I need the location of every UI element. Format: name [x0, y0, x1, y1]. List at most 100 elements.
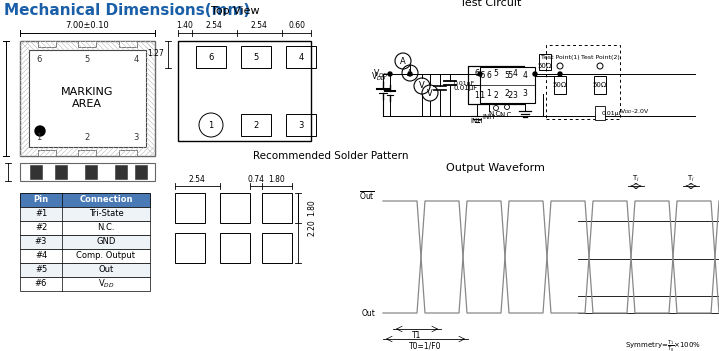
Bar [468, 66, 524, 104]
Text: #5: #5 [35, 265, 47, 274]
Text: 50Ω: 50Ω [553, 82, 567, 88]
Bar [20, 277, 150, 291]
Bar [119, 150, 137, 156]
Text: #2: #2 [35, 224, 47, 232]
Text: V: V [419, 81, 425, 91]
Text: #1: #1 [35, 210, 47, 219]
Text: 2: 2 [84, 133, 90, 143]
Text: 0.60: 0.60 [288, 21, 306, 31]
Text: 6: 6 [480, 72, 485, 80]
Bar [20, 207, 150, 221]
Text: #4: #4 [35, 252, 47, 260]
Bar [241, 46, 271, 68]
Text: T0=1/F0: T0=1/F0 [408, 342, 441, 351]
Text: V$_{DD}$: V$_{DD}$ [371, 71, 386, 83]
Text: MARKING: MARKING [60, 87, 114, 97]
Text: 6: 6 [487, 72, 492, 80]
Bar [220, 193, 250, 223]
Bar [135, 165, 147, 179]
Text: 1.27: 1.27 [147, 49, 165, 59]
Circle shape [388, 72, 392, 76]
Text: A: A [400, 57, 406, 66]
Text: V$_{DD}$-2.0V: V$_{DD}$-2.0V [620, 107, 650, 117]
Text: 0.01μF: 0.01μF [454, 80, 475, 86]
Bar [468, 66, 524, 104]
Circle shape [408, 72, 412, 76]
Text: 3: 3 [513, 92, 518, 100]
Text: 0.01μF: 0.01μF [601, 111, 623, 115]
Text: 3: 3 [523, 90, 528, 99]
Bar [85, 165, 97, 179]
Bar [594, 76, 606, 94]
Circle shape [533, 72, 537, 76]
Text: 0.01μF: 0.01μF [454, 85, 478, 91]
Circle shape [478, 72, 482, 76]
Bar [286, 114, 316, 136]
Text: Recommended Solder Pattern: Recommended Solder Pattern [253, 151, 408, 161]
Text: Out: Out [99, 265, 114, 274]
Text: 5: 5 [493, 69, 498, 79]
Text: 1.80MAX: 1.80MAX [0, 157, 1, 188]
Text: 1: 1 [480, 91, 485, 99]
Text: 2: 2 [253, 120, 259, 130]
Bar [546, 45, 620, 119]
Text: Test Circuit: Test Circuit [460, 0, 521, 8]
Text: 1.80: 1.80 [308, 200, 316, 216]
Text: INH: INH [482, 114, 495, 120]
Text: N.C.: N.C. [97, 224, 115, 232]
Text: 3: 3 [298, 120, 303, 130]
Bar [78, 150, 96, 156]
Bar [480, 67, 535, 103]
Text: 2: 2 [494, 92, 498, 100]
Text: 2.54: 2.54 [188, 174, 206, 184]
Text: 4: 4 [298, 53, 303, 61]
Text: 2.54: 2.54 [250, 21, 267, 31]
Text: Out: Out [361, 309, 375, 318]
Text: 1: 1 [475, 92, 480, 100]
Text: 4: 4 [523, 72, 528, 80]
Bar [20, 235, 150, 249]
Text: 5: 5 [508, 72, 513, 80]
Text: 1: 1 [209, 120, 214, 130]
Text: Output Waveform: Output Waveform [446, 163, 544, 173]
Text: Tri-State: Tri-State [88, 210, 124, 219]
Bar [262, 233, 292, 263]
Text: Mechanical Dimensions(mm): Mechanical Dimensions(mm) [4, 3, 250, 18]
Text: V: V [427, 88, 433, 98]
Text: 6: 6 [475, 69, 480, 79]
Bar [539, 54, 551, 70]
Bar [175, 193, 205, 223]
Bar [30, 165, 42, 179]
Text: 5: 5 [253, 53, 259, 61]
Bar [20, 193, 150, 207]
Text: Test Point(1): Test Point(1) [541, 54, 580, 60]
Text: 6: 6 [209, 53, 214, 61]
Text: 2: 2 [508, 91, 513, 99]
Bar [20, 249, 150, 263]
Circle shape [35, 126, 45, 136]
Bar [20, 221, 150, 235]
Text: 5: 5 [505, 72, 510, 80]
Text: 4: 4 [513, 69, 518, 79]
Text: 1: 1 [487, 90, 491, 99]
Text: 50Ω: 50Ω [593, 82, 607, 88]
Text: Pin: Pin [34, 196, 49, 205]
Text: 3: 3 [133, 133, 139, 143]
Text: 4: 4 [134, 54, 139, 64]
Text: Test Point(2): Test Point(2) [581, 54, 619, 60]
Bar [262, 193, 292, 223]
Text: #6: #6 [35, 279, 47, 289]
Bar [595, 106, 605, 120]
Text: V$_{DD}$: V$_{DD}$ [373, 68, 389, 80]
Text: #3: #3 [35, 238, 47, 246]
Bar [38, 41, 56, 47]
Bar [241, 114, 271, 136]
Text: T1: T1 [412, 331, 421, 340]
Text: INH: INH [471, 118, 483, 124]
Bar [196, 46, 226, 68]
Bar [78, 41, 96, 47]
Text: $\overline{\mathrm{Out}}$: $\overline{\mathrm{Out}}$ [360, 190, 375, 202]
Text: N.C.: N.C. [489, 111, 503, 117]
Bar [20, 263, 150, 277]
Bar [119, 41, 137, 47]
